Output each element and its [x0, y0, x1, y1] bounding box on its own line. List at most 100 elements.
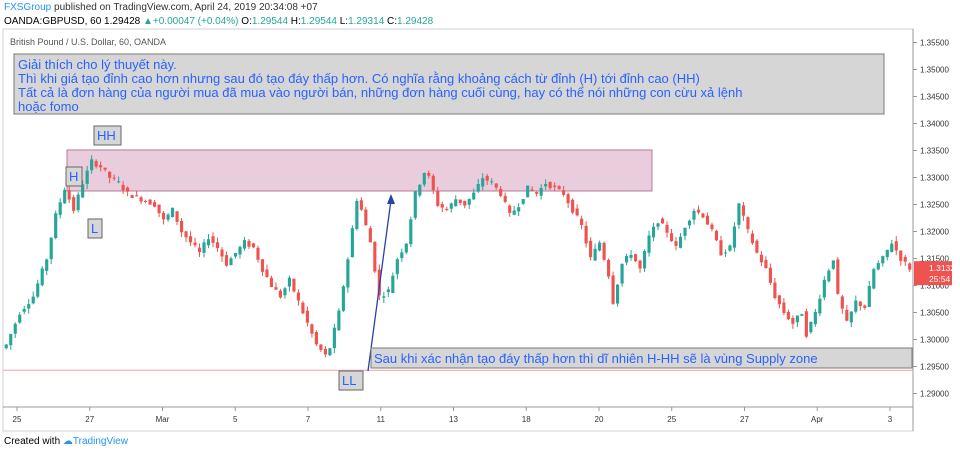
- candle-body: [287, 277, 292, 287]
- label-h[interactable]: H: [65, 166, 83, 187]
- candle-body: [674, 241, 678, 246]
- candle-body: [40, 268, 44, 286]
- candle-body: [669, 233, 674, 242]
- candle-body: [305, 310, 309, 323]
- candle-body: [809, 321, 813, 333]
- candle-body: [427, 172, 431, 176]
- candle-body: [723, 252, 728, 254]
- candle-body: [858, 301, 862, 306]
- candle-body: [714, 230, 719, 241]
- price-axis: 1.35500 1.35000 1.34500 1.34000 1.33500 1.330…: [913, 39, 949, 399]
- label-h-box: [65, 166, 83, 187]
- candle-body: [54, 213, 58, 239]
- candle-body: [705, 215, 710, 225]
- label-ll[interactable]: LL: [338, 370, 364, 391]
- candle-body: [395, 259, 399, 275]
- candle-body: [544, 183, 548, 187]
- candle-body: [445, 208, 449, 210]
- candle-body: [242, 240, 247, 249]
- candle-body: [831, 260, 835, 269]
- candle-body: [355, 200, 359, 229]
- candle-body: [494, 183, 498, 188]
- candle-body: [27, 304, 31, 309]
- candle-body: [800, 314, 804, 316]
- label-hh-box: [93, 125, 122, 146]
- candle-body: [386, 289, 390, 293]
- candle-body: [323, 348, 327, 355]
- candle-body: [76, 194, 80, 211]
- candle-body: [296, 292, 300, 301]
- price-note[interactable]: Giải thích cho lý thuyết này. Thì khi gi…: [13, 53, 885, 115]
- close-label: C:: [387, 16, 398, 27]
- candle-body: [175, 211, 179, 222]
- tradingview-logo-icon[interactable]: ☁: [62, 436, 73, 447]
- candle-body: [481, 178, 485, 187]
- chart-title: British Pound / U.S. Dollar, 60, OANDA: [10, 37, 166, 47]
- price-tick-label: 1.33500: [920, 147, 949, 156]
- label-ll-box: [338, 370, 364, 391]
- time-tick-label: Mar: [156, 415, 170, 424]
- brand-name[interactable]: FXSGroup: [4, 2, 52, 13]
- candle-body: [899, 250, 903, 261]
- candle-body: [692, 210, 696, 220]
- candle-body: [696, 209, 701, 213]
- label-l[interactable]: L: [87, 218, 103, 239]
- candle-body: [328, 348, 332, 356]
- candle-body: [822, 279, 826, 298]
- low-label: L:: [339, 16, 349, 27]
- candle-body: [854, 300, 858, 312]
- candle-body: [849, 311, 853, 323]
- tradingview-link[interactable]: TradingView: [72, 436, 128, 447]
- price-tick-label: 1.31500: [920, 255, 949, 264]
- candle-body: [274, 287, 278, 290]
- label-l-box: [87, 218, 103, 239]
- label-l-text: L: [91, 221, 98, 236]
- trend-arrow[interactable]: [367, 194, 395, 372]
- candle-body: [413, 191, 417, 218]
- candle-body: [332, 327, 336, 349]
- candle-body: [642, 251, 647, 269]
- price-tick-label: 1.32000: [920, 228, 949, 237]
- candle-body: [359, 200, 363, 210]
- candle-body: [260, 259, 265, 272]
- candle-body: [63, 189, 67, 204]
- candle-body: [463, 200, 467, 206]
- candle-body: [18, 314, 22, 323]
- supply-zone[interactable]: [66, 149, 653, 192]
- candle-body: [553, 185, 557, 187]
- candle-body: [265, 269, 269, 278]
- candle-body: [206, 239, 211, 246]
- time-tick-label: 20: [595, 415, 604, 424]
- time-tick-label: 25: [13, 415, 22, 424]
- time-tick-label: 7: [306, 415, 311, 424]
- candle-body: [310, 324, 314, 334]
- price-tick-label: 1.34500: [920, 93, 949, 102]
- label-hh[interactable]: HH: [93, 125, 122, 146]
- candle-body: [135, 195, 139, 197]
- candle-body: [112, 177, 116, 179]
- candle-body: [490, 181, 494, 183]
- candle-body: [224, 255, 229, 266]
- label-hh-text: HH: [97, 128, 116, 143]
- high-value: 1.29544: [300, 16, 337, 27]
- candle-body: [804, 311, 808, 337]
- candle-body: [845, 309, 849, 321]
- candle-body: [683, 227, 687, 236]
- candle-body: [341, 286, 345, 311]
- symbol-line: OANDA:GBPUSD, 60 1.29428 ▲+0.00047 (+0.0…: [4, 16, 433, 27]
- supply-note[interactable]: Sau khi xác nhận tạo đáy thấp hơn thì dĩ…: [370, 347, 913, 369]
- candle-body: [431, 175, 435, 191]
- arrow-line: [367, 199, 392, 372]
- time-tick-label: 27: [740, 415, 749, 424]
- candle-body: [647, 235, 651, 253]
- candle-body: [526, 185, 530, 198]
- candle-body: [741, 205, 746, 216]
- open-value: 1.29544: [251, 16, 289, 27]
- candle-body: [795, 315, 799, 323]
- time-tick-label: 5: [233, 415, 238, 424]
- candle-body: [301, 302, 305, 314]
- price-tick-label: 1.32500: [920, 201, 949, 210]
- candle-body: [836, 259, 840, 294]
- candle-body: [575, 208, 579, 216]
